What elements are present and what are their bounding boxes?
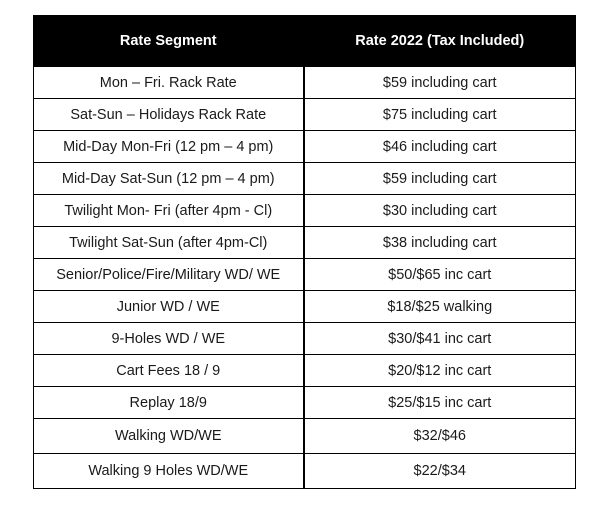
rate-segment-cell: Twilight Sat-Sun (after 4pm-Cl) [33,226,305,259]
rate-value-cell: $18/$25 walking [303,290,576,323]
table-row: Senior/Police/Fire/Military WD/ WE $50/$… [33,258,576,291]
column-header-rate-segment: Rate Segment [33,15,305,67]
rate-segment-cell: Cart Fees 18 / 9 [33,354,305,387]
rate-segment-cell: Sat-Sun – Holidays Rack Rate [33,98,305,131]
table-row: Cart Fees 18 / 9 $20/$12 inc cart [33,354,576,387]
rate-value-cell: $46 including cart [303,130,576,163]
table-row: Junior WD / WE $18/$25 walking [33,290,576,323]
rate-segment-cell: Replay 18/9 [33,386,305,419]
rate-segment-cell: Walking 9 Holes WD/WE [33,453,305,489]
table-row: Mon – Fri. Rack Rate $59 including cart [33,66,576,99]
rate-value-cell: $25/$15 inc cart [303,386,576,419]
column-header-rate-2022: Rate 2022 (Tax Included) [303,15,576,67]
rate-value-cell: $30/$41 inc cart [303,322,576,355]
rate-value-cell: $38 including cart [303,226,576,259]
table-row: Sat-Sun – Holidays Rack Rate $75 includi… [33,98,576,131]
table-row: Twilight Sat-Sun (after 4pm-Cl) $38 incl… [33,226,576,259]
table-row: Walking WD/WE $32/$46 [33,418,576,454]
table-row: Replay 18/9 $25/$15 inc cart [33,386,576,419]
rate-segment-cell: Mid-Day Sat-Sun (12 pm – 4 pm) [33,162,305,195]
table-header-row: Rate Segment Rate 2022 (Tax Included) [33,15,576,67]
rate-table: Rate Segment Rate 2022 (Tax Included) Mo… [33,15,576,489]
table-row: 9-Holes WD / WE $30/$41 inc cart [33,322,576,355]
rate-segment-cell: Mon – Fri. Rack Rate [33,66,305,99]
rate-value-cell: $59 including cart [303,66,576,99]
rate-segment-cell: Walking WD/WE [33,418,305,454]
rate-segment-cell: Senior/Police/Fire/Military WD/ WE [33,258,305,291]
rate-value-cell: $59 including cart [303,162,576,195]
rate-value-cell: $75 including cart [303,98,576,131]
rate-value-cell: $32/$46 [303,418,576,454]
rate-value-cell: $20/$12 inc cart [303,354,576,387]
rate-segment-cell: 9-Holes WD / WE [33,322,305,355]
table-row: Walking 9 Holes WD/WE $22/$34 [33,453,576,489]
rate-value-cell: $30 including cart [303,194,576,227]
rate-value-cell: $22/$34 [303,453,576,489]
rate-value-cell: $50/$65 inc cart [303,258,576,291]
rate-segment-cell: Twilight Mon- Fri (after 4pm - Cl) [33,194,305,227]
table-row: Twilight Mon- Fri (after 4pm - Cl) $30 i… [33,194,576,227]
rate-segment-cell: Junior WD / WE [33,290,305,323]
rate-segment-cell: Mid-Day Mon-Fri (12 pm – 4 pm) [33,130,305,163]
table-row: Mid-Day Sat-Sun (12 pm – 4 pm) $59 inclu… [33,162,576,195]
table-row: Mid-Day Mon-Fri (12 pm – 4 pm) $46 inclu… [33,130,576,163]
